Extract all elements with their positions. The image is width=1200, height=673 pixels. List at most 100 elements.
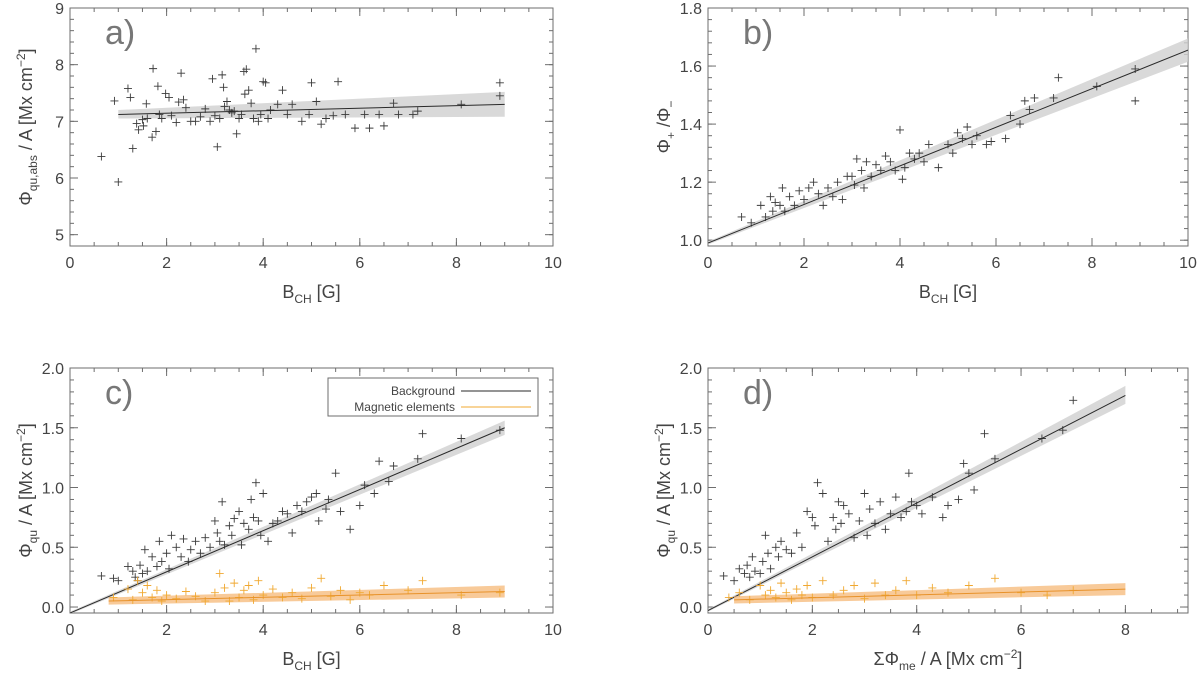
background-data-point	[254, 117, 263, 126]
background-data-point	[196, 112, 205, 121]
panel-label: b)	[743, 14, 773, 52]
y-label-main: Φ	[654, 139, 674, 153]
plot-area	[70, 420, 505, 613]
y-label-sup: −2	[14, 53, 28, 67]
legend-label: Magnetic elements	[354, 400, 455, 414]
background-data-point	[191, 117, 200, 126]
background-data-point	[237, 540, 246, 549]
background-data-point	[244, 86, 253, 95]
magnetic-data-point	[850, 581, 859, 590]
background-data-point	[829, 513, 838, 522]
x-axis-label: BCH [G]	[919, 282, 977, 306]
magnetic-data-point	[803, 581, 812, 590]
background-data-point	[776, 201, 784, 210]
background-data-point	[730, 576, 739, 585]
background-data-point	[273, 100, 282, 109]
x-tick-label: 4	[259, 622, 268, 639]
background-data-point	[208, 74, 217, 83]
x-label-main: B	[282, 649, 294, 669]
background-data-point	[259, 489, 268, 498]
background-data-point	[797, 543, 806, 552]
magnetic-data-point	[1043, 591, 1052, 600]
magnetic-data-point	[379, 581, 388, 590]
magnetic-data-point	[268, 585, 277, 594]
y-tick-label: 1.4	[680, 117, 702, 134]
background-data-point	[970, 485, 979, 494]
axes-frame	[69, 7, 554, 247]
background-data-point	[743, 561, 752, 570]
background-data-point	[768, 207, 777, 216]
magnetic-data-point	[724, 593, 733, 602]
y-label-sub: qu	[664, 530, 678, 543]
magnetic-data-point	[839, 586, 848, 595]
background-data-point	[153, 82, 162, 91]
y-axis-label: Φqu,abs / A [Mx cm−2]	[14, 48, 40, 205]
y-tick-label: 6	[55, 171, 64, 188]
background-data-point	[172, 118, 181, 127]
magnetic-data-point	[326, 592, 335, 601]
background-data-point	[457, 100, 466, 109]
background-data-point	[824, 183, 832, 192]
background-data-point	[766, 192, 775, 201]
background-data-point	[886, 157, 895, 166]
y-label-rest: / A [Mx cm	[16, 67, 36, 155]
magnetic-data-point	[964, 581, 973, 590]
background-data-point	[954, 495, 963, 504]
background-data-point	[218, 497, 227, 506]
legend-box	[327, 377, 539, 417]
background-data-point	[819, 201, 828, 210]
y-label-end: ]	[16, 48, 36, 53]
background-data-point	[774, 552, 783, 561]
background-data-point	[778, 183, 787, 192]
background-fit-line	[708, 49, 1188, 244]
background-data-point	[934, 163, 943, 172]
background-data-point	[408, 110, 417, 119]
background-data-point	[389, 99, 398, 108]
x-tick-label: 6	[992, 255, 1001, 272]
background-data-point	[350, 124, 359, 133]
background-data-point	[860, 183, 868, 192]
x-label-rest: [G]	[948, 282, 977, 302]
x-tick-label: 8	[1121, 622, 1130, 639]
background-data-point	[413, 454, 422, 463]
y-tick-label: 9	[55, 1, 64, 18]
background-data-point	[210, 111, 219, 120]
plot-area	[708, 38, 1188, 245]
y-label-end: ]	[654, 423, 674, 428]
background-data-point	[418, 429, 427, 438]
background-data-point	[314, 516, 323, 525]
plot-area	[708, 385, 1126, 612]
x-tick-label: 4	[912, 622, 921, 639]
background-data-point	[959, 459, 968, 468]
magnetic-data-point	[777, 579, 786, 588]
background-data-point	[334, 77, 343, 86]
background-data-point	[897, 513, 906, 522]
background-data-point	[261, 78, 270, 87]
background-data-point	[750, 567, 759, 576]
background-data-point	[495, 91, 504, 100]
y-tick-label: 1.6	[680, 59, 702, 76]
y-axis-label: Φ+ /Φ−	[654, 101, 678, 154]
background-data-point	[196, 549, 205, 558]
background-data-point	[953, 128, 962, 137]
y-label-main: Φ	[654, 543, 674, 557]
x-tick-label: 0	[704, 255, 713, 272]
background-data-point	[201, 104, 210, 113]
background-data-point	[172, 543, 181, 552]
x-tick-label: 6	[1017, 622, 1026, 639]
x-tick-label: 0	[66, 255, 75, 272]
background-data-point	[898, 175, 907, 184]
y-tick-label: 1.0	[680, 481, 702, 498]
background-data-point	[365, 124, 374, 133]
background-data-point	[863, 531, 872, 540]
background-data-point	[179, 534, 188, 543]
background-data-point	[321, 505, 330, 514]
background-data-point	[240, 90, 249, 99]
y-tick-label: 1.0	[42, 481, 64, 498]
y-label-sub: +	[664, 132, 678, 139]
background-data-point	[143, 114, 152, 123]
magnetic-data-point	[239, 586, 248, 595]
x-tick-label: 0	[66, 622, 75, 639]
background-data-point	[1016, 120, 1024, 129]
background-data-point	[792, 528, 801, 537]
